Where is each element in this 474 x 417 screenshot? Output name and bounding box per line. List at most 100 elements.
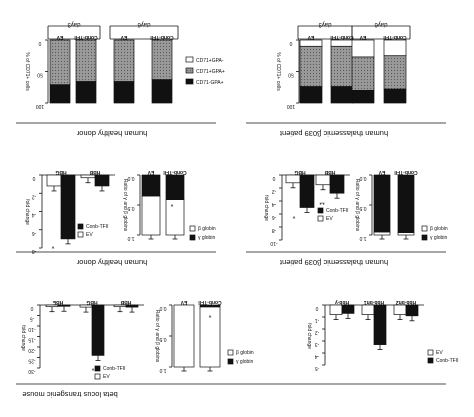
p3-legend-swatch [77,223,84,230]
p5-bar [285,174,301,184]
p6-bar-gamma [397,174,415,233]
p2-bar-seg [383,55,407,90]
p2-bar-seg [383,39,407,57]
p6-group-label: EV [378,169,385,175]
p5-significance: * [292,212,295,219]
p6-group-label: Conb-TFII [394,169,418,175]
p5-bar [315,174,331,186]
p2-group-label: EV [359,34,366,40]
p1-bar-seg [113,39,135,82]
p3-significance: * [51,242,54,249]
p1-ytick-label: 0 [38,40,41,46]
p1-ylabel: % of CD71+ cells [24,52,30,91]
p7-ytick-label: -15 [28,337,35,343]
row2-right-caption: human thalassemic β039 patient [279,258,388,267]
p1-group-label: Conb-TFII [74,34,98,40]
row1-left-caption: human healthy donor [76,129,147,138]
p4-significance: * [170,200,173,207]
p2-ylabel: % of CD71+ cells [275,52,281,91]
p9-ytick-label: 0 [315,305,318,311]
p3-bar [94,174,110,187]
p5-legend-swatch [317,207,324,214]
p9-ylabel: fold change [306,323,312,349]
p8-group-label: Conb-TFII [198,299,222,305]
p1-bar-seg [151,39,173,81]
p9-ytick-label: -1 [315,317,320,323]
p4-ytick-label: 1.0 [127,235,134,241]
p5-ytick-label: -6 [272,214,277,220]
row1-right-caption: human thalassemic β039 patient [279,129,388,138]
p7-category-label: HBB [120,299,131,305]
p3-ytick-label: -6 [32,230,37,236]
p7-ytick-label: -5 [30,316,35,322]
p2-ytick-label: 0 [289,40,292,46]
p3-category-label: HBG [55,169,66,175]
p1-group-label: Conb-TFII [150,34,174,40]
p5-ytick-label: -2 [272,188,277,194]
p9-category-label: Hbb-bh1 [364,299,384,305]
p3-ytick-label: -8 [32,248,37,254]
p9-bar [393,304,407,315]
p9-legend-label: Conb-TFII [436,358,459,364]
p2-day-label: day3 [318,21,332,27]
p9-bar [341,304,355,314]
p8-bar-beta [173,304,195,368]
p5-bar [299,174,315,208]
p4-legend-label: γ globin [198,235,215,241]
p3-legend-swatch [77,231,84,238]
p7-category-label: HBG [86,299,97,305]
p5-ylabel: fold change [263,195,269,221]
p6-legend-swatch [421,225,428,232]
p5-legend-label: Conb-TFII [326,208,349,214]
p1-day-label: day3 [67,21,81,27]
p8-legend-label: γ globin [236,359,253,365]
p8-ytick-label: 0.0 [159,305,166,311]
p4-group-label: Conb-TFII [163,169,187,175]
p5-significance: ** [319,198,325,205]
p4-bar-beta [141,195,161,236]
p3-category-label: HBB [89,169,100,175]
p3-ytick-label: -2 [32,193,37,199]
p2-bar-seg [351,56,375,91]
p2-day-label: day6 [374,21,388,27]
p9-bar [373,304,387,345]
p9-legend-swatch [427,357,434,364]
p4-legend-label: β globin [198,226,216,232]
p4-bar-beta [165,199,185,236]
p6-bar-beta [397,232,415,236]
p7-legend-label: Conb-TFII [103,366,126,372]
p2-ytick-label: 50 [288,72,294,78]
p6-ylabel: Ratio of γ and β globins [354,179,360,232]
p7-bar [91,304,105,356]
p2-group-label: Conb-TFII [330,34,354,40]
p8-legend-swatch [227,358,234,365]
p7-significance: * [91,364,94,371]
p7-ylabel: fold change [20,325,26,351]
p8-legend-swatch [227,349,234,356]
p5-legend-label: EV [326,216,333,222]
p6-significance: * [402,198,405,205]
p7-ytick-label: -30 [28,368,35,374]
p7-legend-swatch [94,365,101,372]
p3-ylabel: fold change [24,199,30,225]
p6-legend-swatch [421,234,428,241]
p8-ytick-label: 1.0 [159,367,166,373]
p2-group-label: EV [307,34,314,40]
p9-category-label: Hbb-y [335,299,349,305]
p1-ytick-label: 100 [36,103,45,109]
p8-legend-label: β globin [236,350,254,356]
p9-bar [361,304,375,315]
p3-ytick-label: -4 [32,212,37,218]
p4-bar-gamma [165,174,185,200]
p3-legend-label: EV [86,232,93,238]
p2-ytick-label: 100 [287,103,296,109]
p6-bar-gamma [373,174,391,233]
p2-bar-seg [330,45,354,87]
p9-ytick-label: -2 [315,329,320,335]
row1-legend-swatch [185,78,194,85]
row1-legend-swatch [185,56,194,63]
p4-ylabel: Ratio of γ and β globins [122,179,128,232]
p7-legend-swatch [94,373,101,380]
p7-ytick-label: -25 [28,358,35,364]
